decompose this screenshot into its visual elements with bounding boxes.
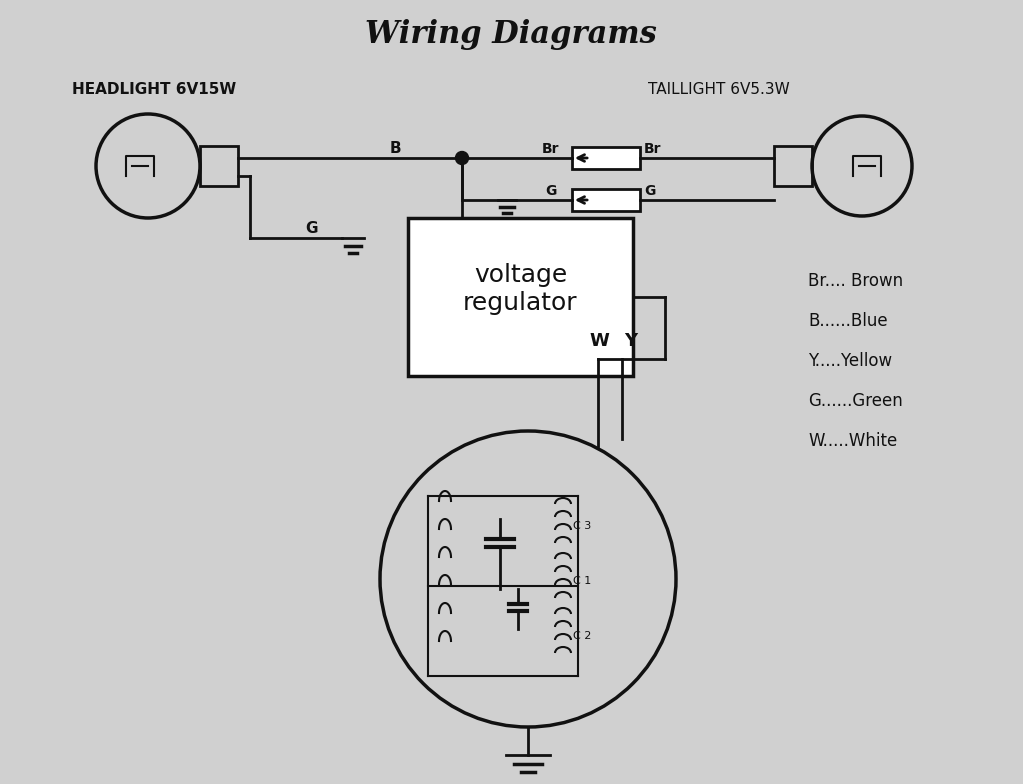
- Text: G: G: [644, 184, 656, 198]
- Text: C 2: C 2: [573, 631, 591, 641]
- Text: C 3: C 3: [573, 521, 591, 531]
- Text: Wiring Diagrams: Wiring Diagrams: [365, 19, 657, 50]
- Text: TAILLIGHT 6V5.3W: TAILLIGHT 6V5.3W: [648, 82, 790, 97]
- Text: G: G: [305, 221, 317, 236]
- Text: Y.....Yellow: Y.....Yellow: [808, 352, 892, 370]
- Bar: [201, 146, 238, 186]
- Text: voltage
regulator: voltage regulator: [463, 263, 578, 315]
- Text: Br: Br: [644, 142, 662, 156]
- Text: Br: Br: [542, 142, 560, 156]
- Text: B: B: [390, 141, 402, 156]
- Text: Y: Y: [624, 332, 637, 350]
- Text: C 1: C 1: [573, 576, 591, 586]
- Bar: [408, 218, 633, 376]
- Text: G: G: [545, 184, 557, 198]
- Bar: [774, 146, 812, 186]
- Text: Br.... Brown: Br.... Brown: [808, 272, 903, 290]
- Bar: [572, 189, 640, 211]
- Text: B......Blue: B......Blue: [808, 312, 888, 330]
- Text: W.....White: W.....White: [808, 432, 897, 450]
- Circle shape: [455, 151, 469, 165]
- Text: W: W: [589, 332, 609, 350]
- Text: G......Green: G......Green: [808, 392, 902, 410]
- Text: HEADLIGHT 6V15W: HEADLIGHT 6V15W: [72, 82, 236, 97]
- Bar: [572, 147, 640, 169]
